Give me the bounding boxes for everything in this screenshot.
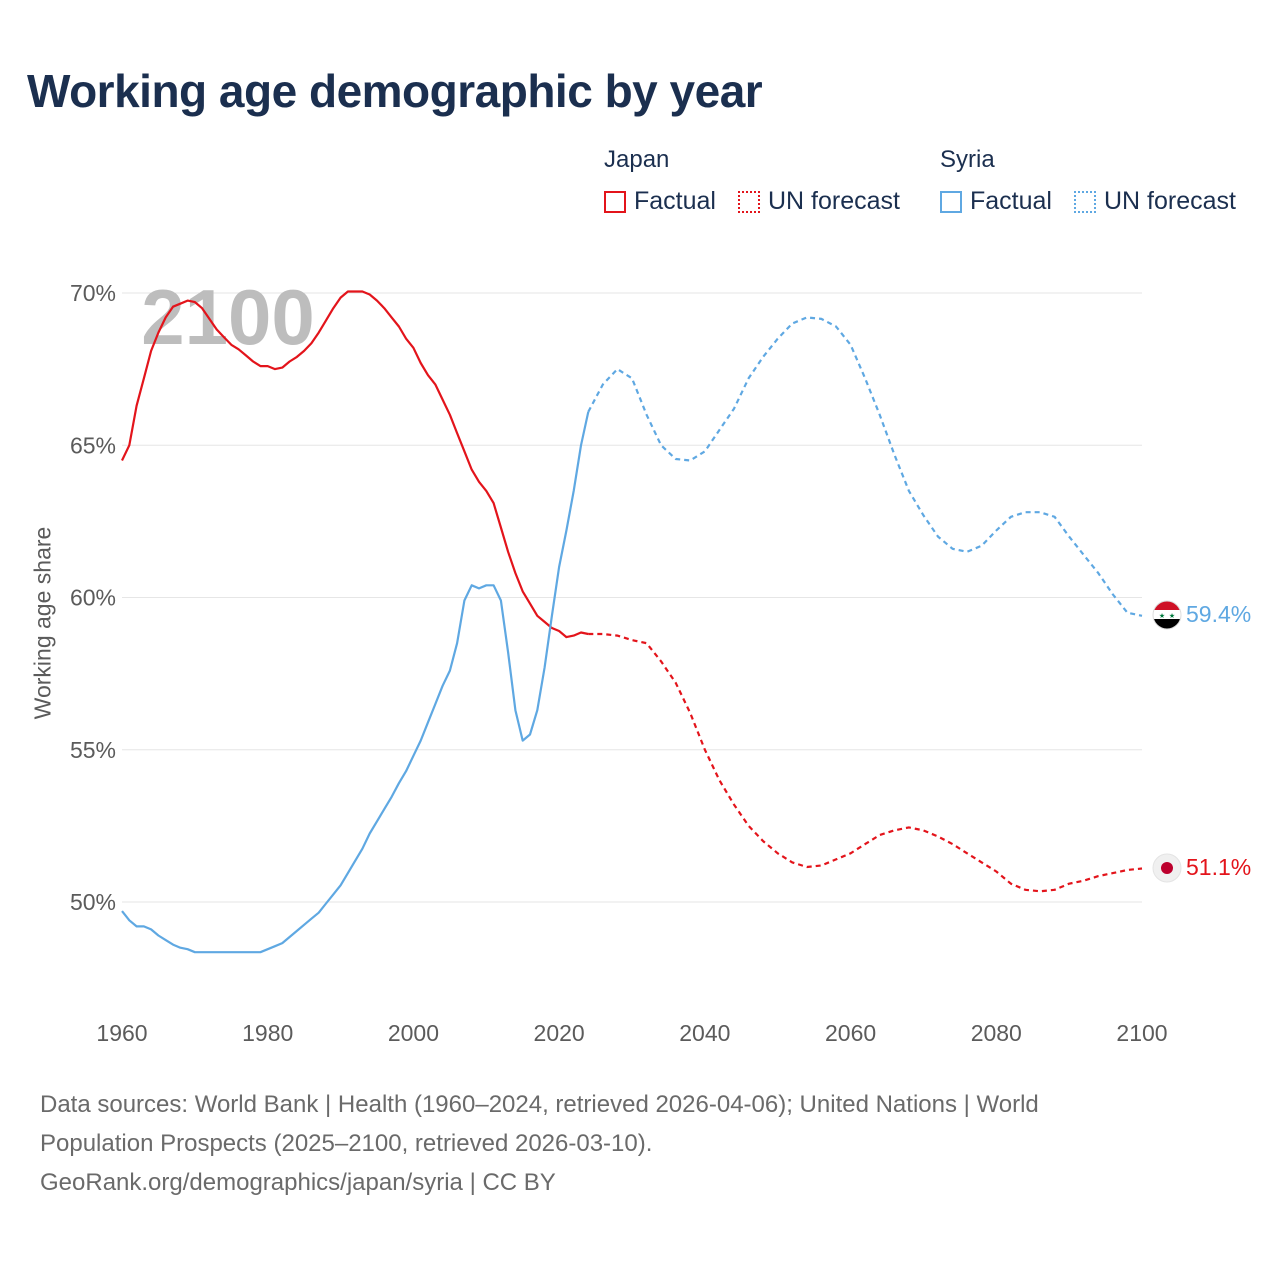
series-lines [121, 290, 1143, 954]
x-tick-label: 2080 [971, 1020, 1022, 1046]
line-chart: 2100 50% 55% 60% 65% 70% 1960 1980 2000 2020 204… [70, 273, 1251, 1046]
x-tick-label: 2020 [534, 1020, 585, 1046]
legend-syria-factual[interactable]: Factual [940, 187, 1052, 216]
x-tick-label: 2000 [388, 1020, 439, 1046]
y-tick-label: 65% [70, 432, 116, 458]
chart-title: Working age demographic by year [27, 65, 763, 117]
legend-japan-forecast[interactable]: UN forecast [738, 187, 900, 216]
japan-end-label: 51.1% [1186, 854, 1251, 880]
source-note: Data sources: World Bank | Health (1960–… [40, 1085, 1240, 1202]
legend-swatch-japan-forecast [738, 190, 760, 213]
legend-group-japan: Japan [604, 146, 670, 173]
syria-factual-line [121, 411, 590, 954]
legend-group-syria: Syria [940, 146, 995, 173]
x-tick-label: 2040 [679, 1020, 730, 1046]
x-tick-label: 1960 [96, 1020, 147, 1046]
y-axis: 50% 55% 60% 65% 70% [70, 280, 116, 915]
legend-swatch-japan-factual [604, 190, 626, 213]
legend-label: UN forecast [768, 187, 900, 215]
grid [122, 292, 1142, 903]
source-line-2: Population Prospects (2025–2100, retriev… [40, 1130, 653, 1157]
y-tick-label: 55% [70, 737, 116, 763]
x-tick-label: 1980 [242, 1020, 293, 1046]
legend-label: Factual [634, 187, 716, 215]
japan-forecast-line [588, 632, 1143, 893]
svg-text:★: ★ [1169, 612, 1175, 620]
year-watermark: 2100 [141, 273, 315, 361]
x-axis: 1960 1980 2000 2020 2040 2060 2080 2100 [96, 1020, 1167, 1046]
x-tick-label: 2060 [825, 1020, 876, 1046]
y-tick-label: 60% [70, 585, 116, 611]
legend-japan-factual[interactable]: Factual [604, 187, 716, 216]
x-tick-label: 2100 [1116, 1020, 1167, 1046]
legend-label: Factual [970, 187, 1052, 215]
legend-swatch-syria-forecast [1074, 190, 1096, 213]
legend-label: UN forecast [1104, 187, 1236, 215]
syria-end-label: 59.4% [1186, 601, 1251, 627]
japan-factual-line [121, 290, 589, 639]
source-line-1: Data sources: World Bank | Health (1960–… [40, 1091, 1039, 1118]
legend-swatch-syria-factual [940, 190, 962, 213]
svg-text:★: ★ [1159, 612, 1165, 620]
source-link[interactable]: GeoRank.org/demographics/japan/syria | C… [40, 1169, 556, 1196]
syria-forecast-line [587, 316, 1143, 617]
japan-flag-icon [1152, 853, 1182, 883]
y-tick-label: 50% [70, 889, 116, 915]
syria-flag-icon: ★ ★ [1152, 600, 1182, 630]
legend-syria-forecast[interactable]: UN forecast [1074, 187, 1236, 216]
y-tick-label: 70% [70, 280, 116, 306]
